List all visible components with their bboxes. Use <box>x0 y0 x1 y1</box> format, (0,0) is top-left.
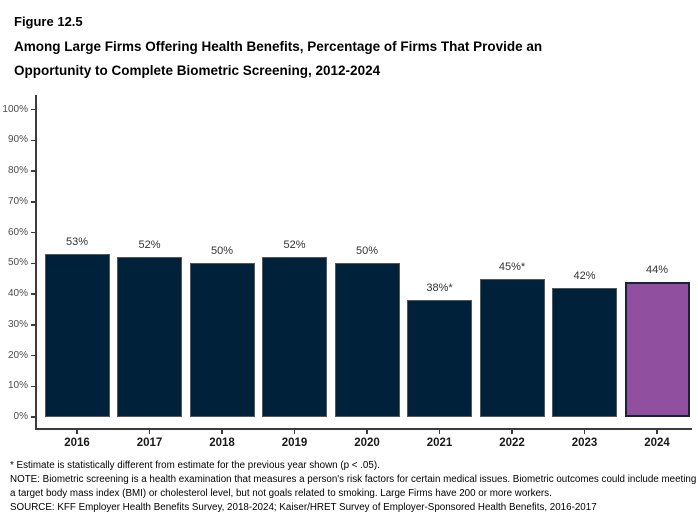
y-axis-tick-mark <box>31 324 35 326</box>
y-axis-tick-mark <box>31 262 35 264</box>
y-axis-tick-mark <box>31 139 35 141</box>
x-axis-label: 2017 <box>136 437 163 449</box>
bar-2024 <box>624 281 690 417</box>
x-axis-tick-mark <box>438 430 441 434</box>
footnote-note: NOTE: Biometric screening is a health ex… <box>10 474 697 499</box>
bar-value-label: 44% <box>645 263 669 276</box>
figure-number-label: Figure 12.5 <box>14 14 83 29</box>
bar-2022 <box>479 278 545 417</box>
bar-2016 <box>44 254 110 417</box>
x-axis-tick-mark <box>221 430 223 434</box>
y-axis-tick-label: 0% <box>13 411 28 422</box>
bar-2023 <box>552 287 617 417</box>
bar-value-label: 50% <box>210 245 234 258</box>
y-axis-tick-label: 90% <box>7 134 28 146</box>
y-axis-tick-label: 30% <box>7 318 28 330</box>
bar-value-label: 45%* <box>498 260 526 273</box>
bar-value-label: 52% <box>283 239 306 252</box>
y-axis-tick-mark <box>31 108 35 111</box>
bar-value-label: 52% <box>138 239 161 252</box>
x-axis-tick-mark <box>293 430 296 434</box>
x-axis-tick-mark <box>148 430 151 434</box>
y-axis-tick-mark <box>31 231 35 234</box>
y-axis-tick-label: 70% <box>7 195 28 207</box>
y-axis-tick-mark <box>31 293 35 295</box>
bar-2021 <box>407 300 472 417</box>
x-axis-label: 2019 <box>281 437 308 449</box>
y-axis-tick-mark <box>31 354 35 357</box>
footnote-significance: * Estimate is statistically different fr… <box>10 460 380 471</box>
x-axis-tick-mark <box>76 430 78 434</box>
x-axis-label: 2018 <box>209 437 235 449</box>
x-axis-label: 2023 <box>571 437 598 449</box>
x-axis-tick-mark <box>511 430 513 434</box>
y-axis-tick-mark <box>31 385 35 387</box>
y-axis-tick-mark <box>31 416 35 418</box>
bar-2017 <box>117 257 182 417</box>
x-axis-label: 2016 <box>64 437 90 449</box>
y-axis-tick-label: 20% <box>7 349 28 361</box>
x-axis-label: 2024 <box>644 437 670 449</box>
x-axis-line <box>35 428 692 430</box>
bar-value-label: 50% <box>355 245 379 258</box>
x-axis-label: 2022 <box>499 437 525 449</box>
x-axis-label: 2021 <box>426 437 453 449</box>
footnotes: * Estimate is statistically different fr… <box>10 459 698 515</box>
y-axis-tick-label: 10% <box>7 380 28 392</box>
footnote-source: SOURCE: KFF Employer Health Benefits Sur… <box>10 502 597 513</box>
y-axis-line <box>35 95 37 430</box>
y-axis-tick-mark <box>31 201 35 203</box>
x-axis-tick-mark <box>366 430 368 434</box>
y-axis-tick-label: 40% <box>7 288 28 299</box>
bar-value-label: 38%* <box>426 282 453 295</box>
x-axis-tick-mark <box>583 430 586 434</box>
y-axis-tick-label: 50% <box>7 257 28 269</box>
y-axis-tick-label: 80% <box>7 165 28 176</box>
bar-2018 <box>189 263 255 417</box>
chart-title: Among Large Firms Offering Health Benefi… <box>14 39 543 78</box>
bar-value-label: 53% <box>65 236 89 249</box>
y-axis-tick-mark <box>31 170 35 172</box>
y-axis-tick-label: 100% <box>2 103 28 115</box>
bar-2020 <box>334 263 400 417</box>
bar-value-label: 42% <box>573 269 596 282</box>
x-axis-label: 2020 <box>354 437 380 449</box>
y-axis-tick-label: 60% <box>7 226 28 238</box>
bar-2019 <box>262 257 327 417</box>
x-axis-tick-mark <box>656 430 658 434</box>
